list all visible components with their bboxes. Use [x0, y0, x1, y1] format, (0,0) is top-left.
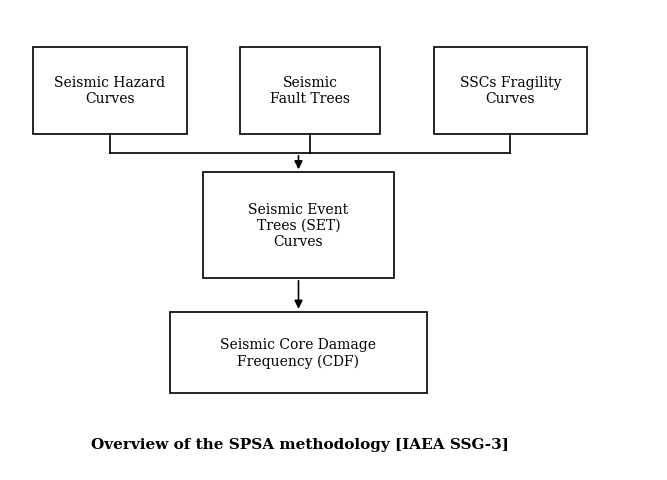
Text: Seismic
Fault Trees: Seismic Fault Trees	[270, 76, 350, 106]
Text: Seismic Event
Trees (SET)
Curves: Seismic Event Trees (SET) Curves	[248, 203, 349, 249]
Text: Seismic Hazard
Curves: Seismic Hazard Curves	[55, 76, 165, 106]
Bar	[240, 48, 380, 134]
Bar	[33, 48, 187, 134]
Bar	[170, 312, 427, 394]
Text: SSCs Fragility
Curves: SSCs Fragility Curves	[460, 76, 561, 106]
Text: Seismic Core Damage
Frequency (CDF): Seismic Core Damage Frequency (CDF)	[221, 337, 376, 368]
Bar	[203, 173, 394, 278]
Text: Overview of the SPSA methodology [IAEA SSG-3]: Overview of the SPSA methodology [IAEA S…	[91, 437, 509, 451]
Bar	[434, 48, 587, 134]
